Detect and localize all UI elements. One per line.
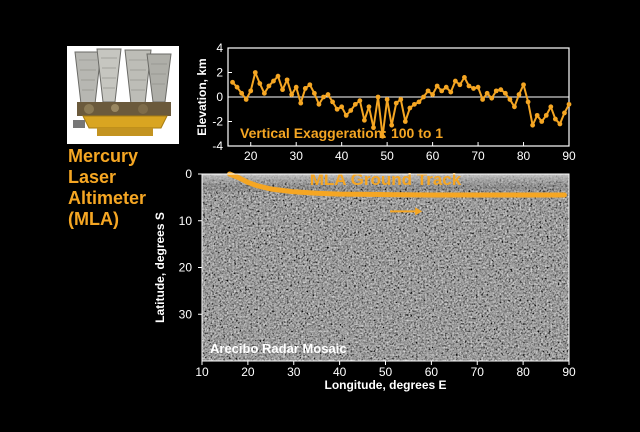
radar-mosaic-image	[202, 174, 569, 361]
elevation-segment	[358, 100, 366, 121]
ground-track-title: MLA Ground Track	[310, 170, 462, 189]
elevation-point	[380, 133, 385, 139]
elevation-segment	[299, 88, 307, 104]
x-tick-label: 60	[425, 365, 439, 379]
elevation-segment	[399, 99, 407, 122]
elevation-segment	[390, 102, 398, 126]
longitude-axis-label: Longitude, degrees E	[324, 378, 446, 392]
x-tick-label: 50	[379, 365, 393, 379]
instrument-title-line: Laser	[68, 167, 117, 187]
y-tick-label: 30	[179, 307, 193, 321]
x-tick-label: 80	[517, 149, 531, 163]
x-tick-label: 30	[290, 149, 304, 163]
y-tick-label: 4	[216, 41, 223, 55]
mla-instrument-image	[67, 46, 179, 144]
elevation-segment	[372, 96, 380, 128]
y-tick-label: 2	[216, 66, 223, 80]
elevation-point	[566, 101, 572, 107]
x-tick-label: 90	[562, 149, 576, 163]
instrument-title-line: Altimeter	[68, 188, 147, 208]
x-tick-label: 70	[471, 365, 485, 379]
instrument-title-line: Mercury	[68, 146, 139, 166]
x-tick-label: 20	[244, 149, 258, 163]
elevation-segment	[527, 101, 534, 126]
y-tick-label: 0	[216, 90, 223, 104]
y-tick-label: 0	[185, 167, 192, 181]
y-tick-label: 10	[179, 214, 193, 228]
x-tick-label: 80	[516, 365, 530, 379]
x-tick-label: 40	[333, 365, 347, 379]
elevation-chart: -4 -2 0 2 4 20 30 40 50 60 70 80 90 Elevation, km V…	[195, 41, 576, 163]
radar-map-chart: MLA Ground Track Arecibo Radar Mosaic 10…	[153, 167, 576, 392]
radar-bright-edge	[202, 174, 569, 193]
elevation-segment	[381, 99, 389, 137]
x-tick-label: 40	[335, 149, 349, 163]
x-tick-label: 70	[471, 149, 485, 163]
latitude-axis-label: Latitude, degrees S	[153, 212, 167, 323]
instrument-title-line: (MLA)	[68, 209, 119, 229]
ground-track-line	[227, 171, 567, 198]
elevation-points	[230, 70, 572, 139]
y-tick-label: -2	[212, 115, 223, 129]
radar-mosaic-label: Arecibo Radar Mosaic	[210, 341, 347, 356]
x-tick-label: 30	[287, 365, 301, 379]
x-tick-label: 20	[241, 365, 255, 379]
elevation-segment	[522, 84, 530, 103]
vertical-exaggeration-label: Vertical Exaggeration: 100 to 1	[240, 125, 443, 141]
elevation-y-axis-label: Elevation, km	[195, 58, 209, 135]
y-tick-label: 20	[179, 261, 193, 275]
x-tick-label: 90	[562, 365, 576, 379]
elevation-segment	[295, 86, 302, 104]
elevation-x-ticks: 20 30 40 50 60 70 80 90	[244, 142, 576, 163]
elevation-segment	[249, 72, 257, 92]
instrument-title: Mercury Laser Altimeter (MLA)	[68, 146, 188, 230]
radar-y-ticks: 0 10 20 30	[179, 167, 202, 321]
elevation-segment	[386, 99, 393, 126]
x-tick-label: 50	[380, 149, 394, 163]
y-tick-label: -4	[212, 139, 223, 153]
x-tick-label: 60	[426, 149, 440, 163]
elevation-segment	[377, 96, 384, 137]
radar-x-ticks: 10 20 30 40 50 60 70 80 90	[195, 361, 576, 379]
x-tick-label: 10	[195, 365, 209, 379]
direction-arrow-icon	[390, 207, 423, 216]
elevation-segment	[286, 79, 293, 95]
mla-instrument-icon	[67, 46, 179, 144]
elevation-segment	[367, 106, 375, 128]
elevation-y-ticks: -4 -2 0 2 4	[212, 41, 232, 153]
